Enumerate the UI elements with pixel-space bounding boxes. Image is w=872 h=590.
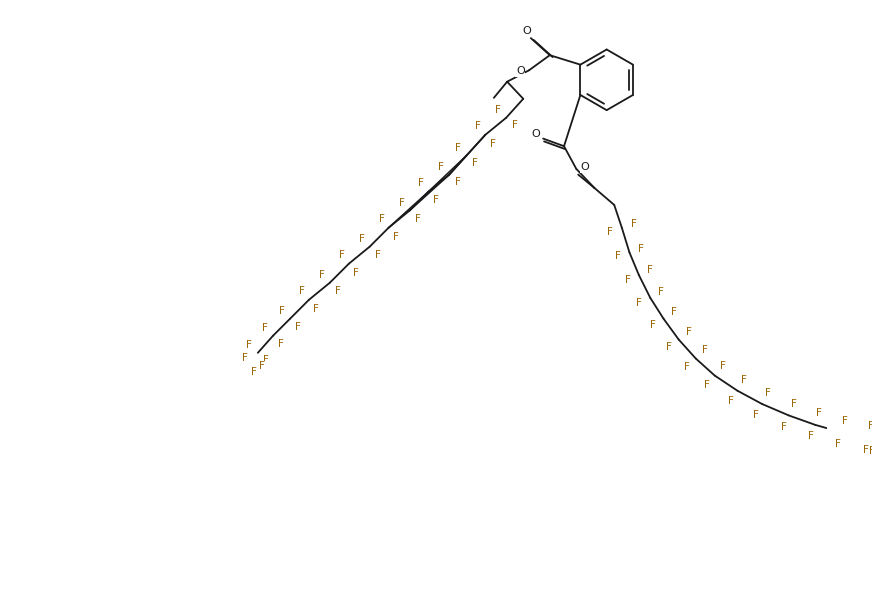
Text: F: F	[353, 267, 359, 277]
Text: F: F	[741, 375, 747, 385]
Text: F: F	[278, 339, 284, 349]
Text: F: F	[263, 355, 269, 365]
Text: F: F	[791, 399, 796, 409]
Text: F: F	[780, 422, 787, 432]
Text: F: F	[335, 286, 341, 296]
Text: F: F	[651, 320, 656, 330]
Text: F: F	[630, 219, 637, 229]
Text: F: F	[868, 421, 872, 431]
Text: F: F	[494, 105, 501, 115]
Text: F: F	[313, 303, 319, 313]
Text: F: F	[295, 322, 301, 332]
Text: F: F	[358, 234, 364, 244]
Text: F: F	[259, 361, 264, 371]
Text: F: F	[433, 195, 439, 205]
Text: F: F	[728, 396, 733, 406]
Text: F: F	[624, 275, 630, 285]
Text: O: O	[531, 129, 540, 139]
Text: F: F	[262, 323, 268, 333]
Text: F: F	[702, 345, 708, 355]
Text: F: F	[338, 250, 344, 260]
Text: F: F	[393, 231, 399, 241]
Text: F: F	[251, 367, 257, 377]
Text: F: F	[808, 431, 814, 441]
Text: F: F	[720, 362, 726, 372]
Text: F: F	[414, 214, 420, 224]
Text: F: F	[475, 121, 481, 131]
Text: F: F	[765, 388, 771, 398]
Text: F: F	[279, 306, 285, 316]
Text: F: F	[472, 158, 478, 168]
Text: F: F	[242, 353, 248, 363]
Text: F: F	[438, 162, 444, 172]
Text: F: F	[842, 415, 848, 425]
Text: F: F	[615, 251, 621, 261]
Text: F: F	[684, 362, 690, 372]
Text: F: F	[671, 307, 677, 317]
Text: F: F	[685, 327, 691, 337]
Text: O: O	[522, 27, 531, 37]
Text: F: F	[299, 286, 304, 296]
Text: F: F	[419, 178, 424, 188]
Text: F: F	[637, 299, 642, 309]
Text: F: F	[835, 440, 841, 450]
Text: F: F	[607, 227, 613, 237]
Text: F: F	[869, 447, 872, 457]
Text: F: F	[455, 177, 460, 187]
Text: F: F	[704, 380, 710, 390]
Text: F: F	[862, 445, 869, 455]
Text: O: O	[581, 162, 589, 172]
Text: F: F	[638, 244, 644, 254]
Text: F: F	[647, 266, 653, 276]
Text: O: O	[516, 66, 525, 76]
Text: F: F	[319, 270, 324, 280]
Text: F: F	[658, 287, 664, 297]
Text: F: F	[375, 250, 381, 260]
Text: F: F	[666, 342, 671, 352]
Text: F: F	[489, 139, 495, 149]
Text: F: F	[753, 410, 760, 420]
Text: F: F	[378, 214, 385, 224]
Text: F: F	[512, 120, 518, 130]
Text: F: F	[247, 340, 252, 350]
Text: F: F	[816, 408, 822, 418]
Text: F: F	[399, 198, 405, 208]
Text: F: F	[455, 143, 461, 153]
